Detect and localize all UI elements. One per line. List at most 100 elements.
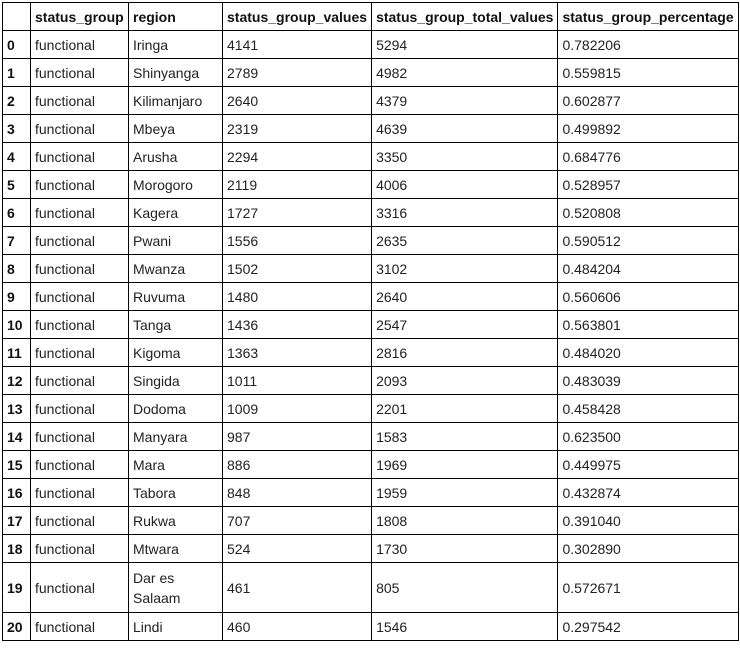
dataframe-table: status_group region status_group_values … xyxy=(2,2,739,641)
cell-status-group-percentage: 0.449975 xyxy=(557,450,739,479)
cell-status-group-percentage: 0.559815 xyxy=(557,58,739,87)
cell-region: Dar es Salaam xyxy=(128,562,223,613)
cell-status-group-total-values: 3316 xyxy=(371,198,559,227)
cell-status-group-percentage: 0.297542 xyxy=(557,612,739,641)
cell-region: Kagera xyxy=(128,198,223,227)
row-index: 14 xyxy=(2,422,31,451)
row-index: 6 xyxy=(2,198,31,227)
table-body: 0 functional Iringa 4141 5294 0.782206 1 functi… xyxy=(2,30,739,641)
table-row: 5 functional Morogoro 2119 4006 0.528957 xyxy=(2,170,739,199)
cell-region: Singida xyxy=(128,366,223,395)
table-row: 11 functional Kigoma 1363 2816 0.484020 xyxy=(2,338,739,367)
cell-status-group-total-values: 4982 xyxy=(371,58,559,87)
row-index: 11 xyxy=(2,338,31,367)
cell-status-group-percentage: 0.623500 xyxy=(557,422,739,451)
header-status-group-percentage: status_group_percentage xyxy=(557,2,739,31)
cell-status-group-total-values: 2093 xyxy=(371,366,559,395)
cell-status-group-percentage: 0.499892 xyxy=(557,114,739,143)
cell-status-group-values: 886 xyxy=(221,450,373,479)
cell-region: Ruvuma xyxy=(128,282,223,311)
cell-status-group-total-values: 3102 xyxy=(371,254,559,283)
row-index: 4 xyxy=(2,142,31,171)
cell-status-group-total-values: 1583 xyxy=(371,422,559,451)
cell-status-group-percentage: 0.458428 xyxy=(557,394,739,423)
cell-status-group-percentage: 0.484204 xyxy=(557,254,739,283)
cell-region: Mara xyxy=(128,450,223,479)
cell-status-group-percentage: 0.560606 xyxy=(557,282,739,311)
cell-status-group: functional xyxy=(30,30,129,59)
cell-status-group: functional xyxy=(30,422,129,451)
cell-status-group-values: 848 xyxy=(221,478,373,507)
row-index: 10 xyxy=(2,310,31,339)
row-index: 8 xyxy=(2,254,31,283)
cell-region: Mwanza xyxy=(128,254,223,283)
cell-status-group-percentage: 0.684776 xyxy=(557,142,739,171)
table-row: 3 functional Mbeya 2319 4639 0.499892 xyxy=(2,114,739,143)
cell-status-group: functional xyxy=(30,506,129,535)
cell-status-group-total-values: 805 xyxy=(371,562,559,613)
cell-status-group-values: 2319 xyxy=(221,114,373,143)
cell-status-group-total-values: 1546 xyxy=(371,612,559,641)
table-row: 7 functional Pwani 1556 2635 0.590512 xyxy=(2,226,739,255)
cell-status-group-values: 2789 xyxy=(221,58,373,87)
table-row: 16 functional Tabora 848 1959 0.432874 xyxy=(2,478,739,507)
cell-status-group-total-values: 2547 xyxy=(371,310,559,339)
row-index: 9 xyxy=(2,282,31,311)
cell-status-group: functional xyxy=(30,254,129,283)
cell-status-group-percentage: 0.563801 xyxy=(557,310,739,339)
cell-status-group-values: 2640 xyxy=(221,86,373,115)
table-row: 2 functional Kilimanjaro 2640 4379 0.602877 xyxy=(2,86,739,115)
row-index: 7 xyxy=(2,226,31,255)
cell-status-group-values: 987 xyxy=(221,422,373,451)
cell-status-group: functional xyxy=(30,142,129,171)
cell-status-group-percentage: 0.590512 xyxy=(557,226,739,255)
table-row: 18 functional Mtwara 524 1730 0.302890 xyxy=(2,534,739,563)
cell-status-group-total-values: 1808 xyxy=(371,506,559,535)
cell-region: Kigoma xyxy=(128,338,223,367)
cell-status-group-percentage: 0.782206 xyxy=(557,30,739,59)
cell-status-group-percentage: 0.520808 xyxy=(557,198,739,227)
cell-status-group-values: 1556 xyxy=(221,226,373,255)
table-row: 20 functional Lindi 460 1546 0.297542 xyxy=(2,612,739,641)
table-row: 13 functional Dodoma 1009 2201 0.458428 xyxy=(2,394,739,423)
cell-status-group-percentage: 0.483039 xyxy=(557,366,739,395)
row-index: 19 xyxy=(2,562,31,613)
cell-status-group: functional xyxy=(30,170,129,199)
cell-status-group-total-values: 3350 xyxy=(371,142,559,171)
cell-region: Morogoro xyxy=(128,170,223,199)
cell-status-group: functional xyxy=(30,394,129,423)
cell-status-group: functional xyxy=(30,198,129,227)
cell-status-group-total-values: 5294 xyxy=(371,30,559,59)
cell-status-group-values: 1502 xyxy=(221,254,373,283)
cell-status-group-percentage: 0.572671 xyxy=(557,562,739,613)
cell-status-group-total-values: 2201 xyxy=(371,394,559,423)
cell-region: Arusha xyxy=(128,142,223,171)
cell-status-group: functional xyxy=(30,450,129,479)
cell-status-group-values: 707 xyxy=(221,506,373,535)
table-row: 15 functional Mara 886 1969 0.449975 xyxy=(2,450,739,479)
cell-status-group: functional xyxy=(30,114,129,143)
table-row: 10 functional Tanga 1436 2547 0.563801 xyxy=(2,310,739,339)
table-row: 14 functional Manyara 987 1583 0.623500 xyxy=(2,422,739,451)
cell-status-group-values: 1011 xyxy=(221,366,373,395)
cell-status-group: functional xyxy=(30,310,129,339)
row-index: 5 xyxy=(2,170,31,199)
cell-status-group-values: 460 xyxy=(221,612,373,641)
header-status-group-values: status_group_values xyxy=(221,2,373,31)
cell-region: Mbeya xyxy=(128,114,223,143)
cell-status-group: functional xyxy=(30,338,129,367)
cell-status-group-total-values: 1969 xyxy=(371,450,559,479)
cell-status-group-values: 2119 xyxy=(221,170,373,199)
cell-region: Pwani xyxy=(128,226,223,255)
cell-status-group-percentage: 0.391040 xyxy=(557,506,739,535)
cell-region: Kilimanjaro xyxy=(128,86,223,115)
cell-status-group-total-values: 1730 xyxy=(371,534,559,563)
header-status-group: status_group xyxy=(30,2,129,31)
cell-status-group: functional xyxy=(30,562,129,613)
cell-status-group-total-values: 2635 xyxy=(371,226,559,255)
cell-status-group: functional xyxy=(30,58,129,87)
table-header: status_group region status_group_values … xyxy=(2,2,739,31)
cell-status-group: functional xyxy=(30,282,129,311)
cell-region: Tabora xyxy=(128,478,223,507)
cell-status-group: functional xyxy=(30,534,129,563)
